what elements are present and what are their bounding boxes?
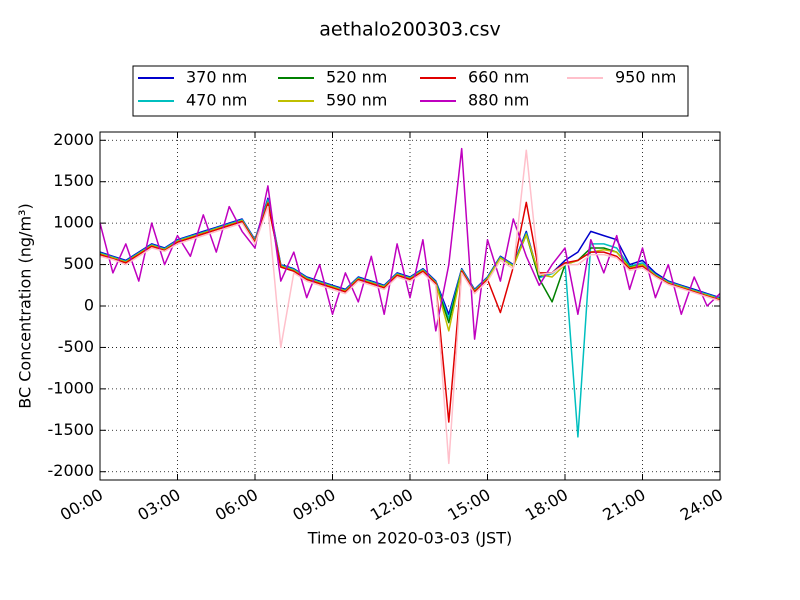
x-tick-label: 06:00 [212,485,261,525]
legend-box [132,65,689,117]
legend-label: 880 nm [468,91,529,110]
x-tick-label: 03:00 [134,485,183,525]
legend-label: 370 nm [186,68,247,87]
y-tick-label: 2000 [53,130,94,149]
y-tick-label: -1500 [48,420,95,439]
y-tick-label: -500 [58,337,94,356]
y-axis-label: BC Concentration (ng/m³) [16,203,35,408]
y-tick-label: 1500 [53,171,94,190]
x-axis-label: Time on 2020-03-03 (JST) [307,529,512,548]
x-tick-label: 21:00 [599,485,648,525]
series-line [99,149,721,465]
y-tick-label: -2000 [48,461,95,480]
x-tick-label: 00:00 [57,485,106,525]
legend-label: 660 nm [468,68,529,87]
legend-label: 950 nm [615,68,676,87]
legend-label: 590 nm [326,91,387,110]
legend-label: 470 nm [186,91,247,110]
y-tick-label: -1000 [48,378,95,397]
y-tick-label: 500 [63,254,94,273]
series-line [99,147,721,340]
x-tick-label: 12:00 [367,485,416,525]
y-tick-label: 0 [84,296,94,315]
series-line [99,201,721,423]
chart-title: aethalo200303.csv [319,19,501,41]
x-tick-label: 18:00 [522,485,571,525]
legend-label: 520 nm [326,68,387,87]
x-tick-label: 15:00 [444,485,493,525]
plot-frame [99,131,721,481]
y-tick-label: 1000 [53,213,94,232]
x-tick-label: 09:00 [289,485,338,525]
x-tick-label: 24:00 [677,485,726,525]
series-line [99,199,721,438]
